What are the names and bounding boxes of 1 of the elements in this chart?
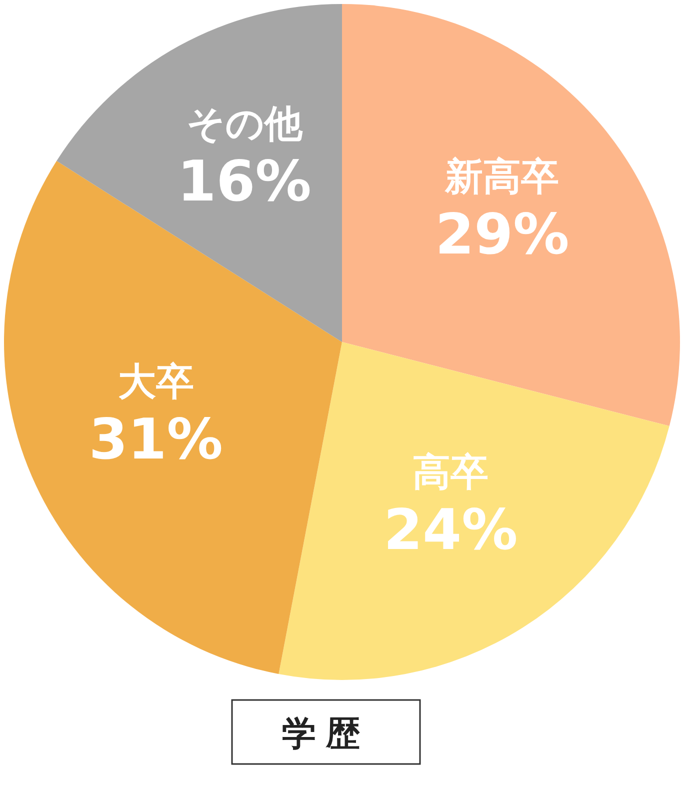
text: 学歴 (282, 714, 370, 754)
